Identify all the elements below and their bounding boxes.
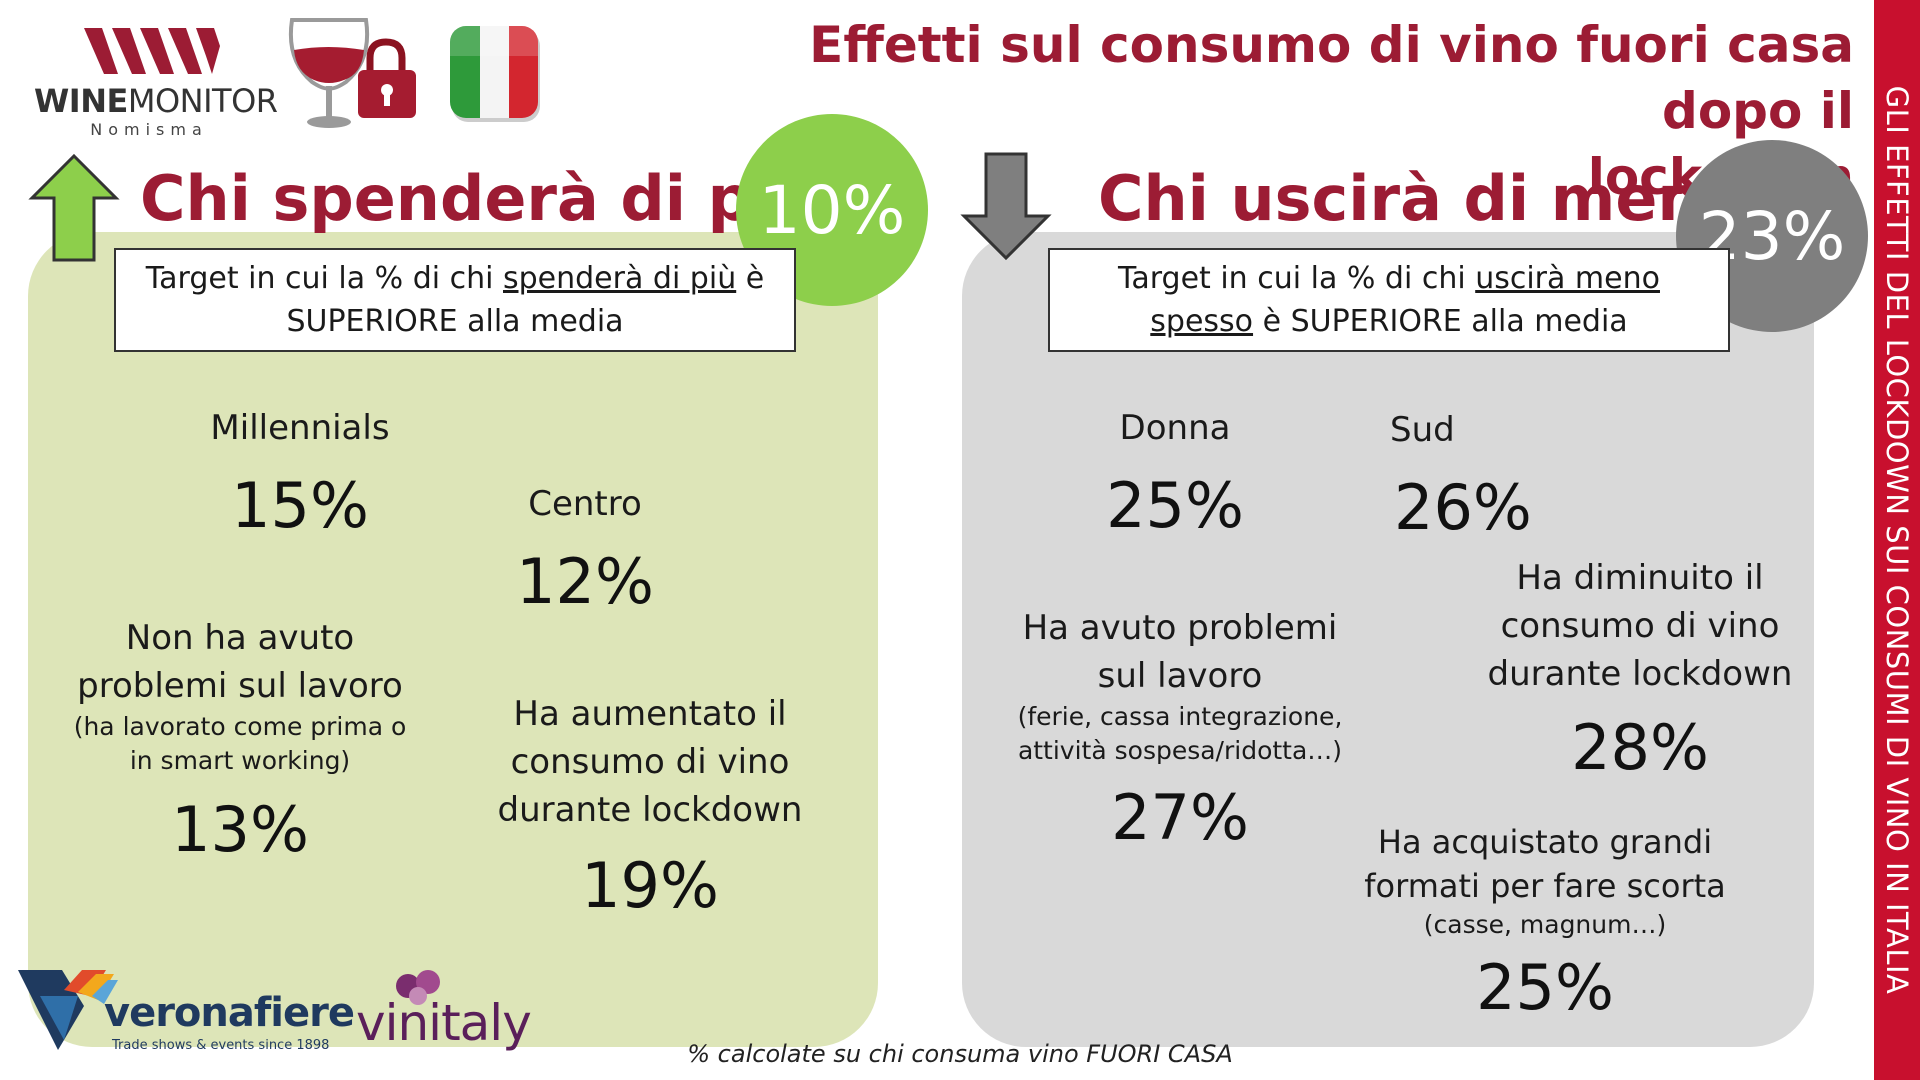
left-target-underline: spenderà di più [503, 261, 737, 296]
stat-donna: Donna 25% [1080, 404, 1270, 546]
right-panel [962, 232, 1814, 1047]
stat-value: 25% [1476, 951, 1614, 1024]
stat-value: 27% [1111, 781, 1249, 854]
stat-label: consumo di vino [1500, 606, 1780, 646]
vinitaly-logo: vinitaly [356, 966, 536, 1062]
vinitaly-grapes-icon [396, 970, 440, 1005]
stat-work-problems: Ha avuto problemi sul lavoro (ferie, cas… [1000, 604, 1360, 858]
stat-sub: (casse, magnum…) [1423, 910, 1667, 939]
winemonitor-mark-icon [84, 28, 220, 74]
left-panel [28, 232, 878, 1047]
right-target-line2: è SUPERIORE alla media [1253, 304, 1628, 339]
stat-decreased-consumption: Ha diminuito il consumo di vino durante … [1460, 554, 1820, 788]
side-banner: GLI EFFETTI DEL LOCKDOWN SUI CONSUMI DI … [1874, 0, 1920, 1080]
veronafiere-logo-tagline: Trade shows & events since 1898 [112, 1038, 330, 1053]
stat-value: 25% [1106, 469, 1244, 542]
left-target-box: Target in cui la % di chi spenderà di pi… [114, 248, 796, 352]
stat-label: sul lavoro [1097, 656, 1263, 696]
stat-label: problemi sul lavoro [77, 666, 403, 706]
left-target-line2: SUPERIORE alla media [286, 304, 624, 339]
page-title: Effetti sul consumo di vino fuori casa d… [704, 12, 1854, 210]
arrow-down-icon [960, 150, 1052, 262]
veronafiere-logo: veronafiere Trade shows & events since 1… [18, 966, 355, 1066]
stat-label: Sud [1390, 410, 1455, 450]
stat-centro: Centro 12% [460, 480, 710, 622]
stat-no-work-problems: Non ha avuto problemi sul lavoro (ha lav… [60, 614, 420, 870]
stat-label: Centro [528, 484, 642, 524]
stat-label: formati per fare scorta [1364, 867, 1726, 905]
right-target-underline: uscirà meno [1475, 261, 1660, 296]
stat-value: 13% [171, 793, 309, 866]
stat-value: 12% [516, 545, 654, 618]
winemonitor-logo-rest: MONITOR [127, 82, 278, 120]
footnote: % calcolate su chi consuma vino FUORI CA… [687, 1040, 1233, 1068]
page-title-line1: Effetti sul consumo di vino fuori casa d… [809, 16, 1854, 140]
vinitaly-logo-text: vinitaly [356, 994, 532, 1052]
stat-label: durante lockdown [1487, 654, 1793, 694]
stat-label: Millennials [210, 408, 390, 448]
stat-label: Ha avuto problemi [1022, 608, 1338, 648]
left-target-post: è [736, 261, 765, 296]
stat-label: consumo di vino [510, 742, 790, 782]
stat-value: 28% [1571, 711, 1709, 784]
winemonitor-logo-sub: Nomisma [90, 120, 208, 139]
stat-value: 26% [1394, 471, 1532, 544]
stat-sud: Sud 26% [1360, 406, 1550, 548]
stat-sub: in smart working) [129, 746, 351, 775]
right-target-box: Target in cui la % di chi uscirà meno sp… [1048, 248, 1730, 352]
stat-sub: (ferie, cassa integrazione, [1017, 702, 1343, 731]
left-target-pre: Target in cui la % di chi [145, 261, 503, 296]
stat-label: Ha diminuito il [1516, 558, 1764, 598]
left-average-badge: 10% [736, 114, 928, 306]
left-heading: Chi spenderà di più [140, 162, 818, 235]
side-banner-text: GLI EFFETTI DEL LOCKDOWN SUI CONSUMI DI … [1880, 85, 1914, 995]
stat-label: Donna [1119, 408, 1231, 448]
stat-millennials: Millennials 15% [160, 404, 440, 546]
stat-sub: (ha lavorato come prima o [73, 712, 407, 741]
stat-increased-consumption: Ha aumentato il consumo di vino durante … [470, 690, 830, 926]
right-target-pre: Target in cui la % di chi [1118, 261, 1476, 296]
veronafiere-logo-text: veronafiere [104, 990, 355, 1036]
arrow-up-icon [28, 152, 120, 264]
stat-value: 15% [231, 469, 369, 542]
italy-flag-icon [448, 24, 540, 124]
winemonitor-logo: WINEMONITOR Nomisma [34, 22, 278, 139]
winemonitor-logo-bold: WINE [34, 82, 128, 120]
stat-sub: attività sospesa/ridotta…) [1017, 736, 1343, 765]
wine-glass-lock-icon [288, 14, 438, 134]
stat-label: Ha acquistato grandi [1377, 823, 1713, 861]
right-heading: Chi uscirà di meno [1098, 162, 1745, 235]
stat-label: Non ha avuto [125, 618, 355, 658]
stat-label: Ha aumentato il [513, 694, 787, 734]
stat-label: durante lockdown [497, 790, 803, 830]
stat-bulk-purchase: Ha acquistato grandi formati per fare sc… [1350, 820, 1740, 1028]
right-target-underline2: spesso [1150, 304, 1254, 339]
stat-value: 19% [581, 849, 719, 922]
